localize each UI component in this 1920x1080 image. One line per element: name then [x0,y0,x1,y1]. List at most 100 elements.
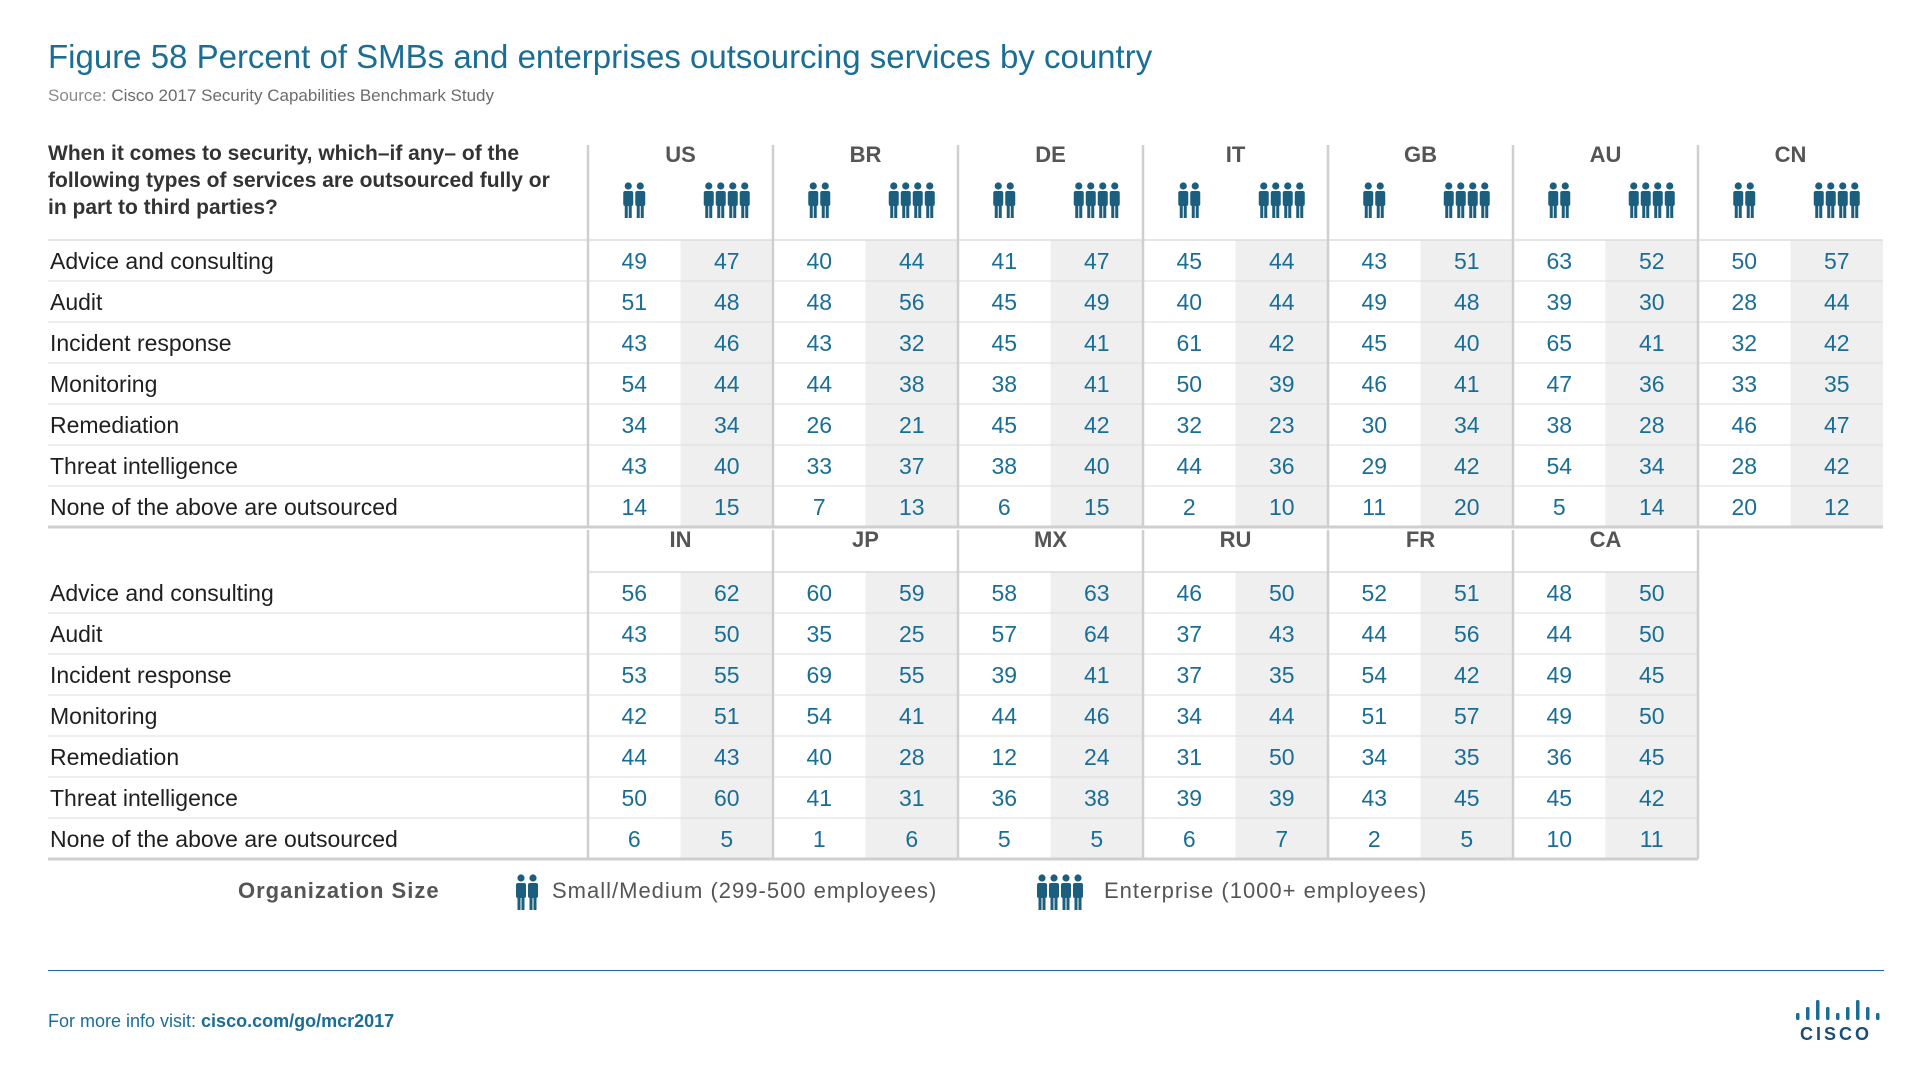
smb-value: 2 [1368,826,1381,852]
smb-value: 38 [991,453,1017,479]
smb-value: 41 [806,785,832,811]
enterprise-value: 34 [714,412,740,438]
enterprise-value: 57 [1824,248,1850,274]
enterprise-value: 15 [714,494,740,520]
smb-value: 60 [806,580,832,606]
smb-value: 39 [1546,289,1572,315]
smb-value: 6 [628,826,641,852]
smb-value: 36 [991,785,1017,811]
enterprise-value: 35 [1269,662,1295,688]
enterprise-value: 38 [1084,785,1110,811]
legend-small-medium: Small/Medium (299-500 employees) [552,878,938,903]
smb-value: 6 [998,494,1011,520]
row-label: Threat intelligence [50,785,238,811]
smb-value: 12 [991,744,1017,770]
enterprise-column-shade [1420,572,1513,859]
enterprise-value: 28 [1639,412,1665,438]
enterprise-value: 42 [1824,453,1850,479]
enterprise-value: 14 [1639,494,1665,520]
smb-value: 44 [806,371,832,397]
country-code: GB [1404,142,1437,167]
enterprise-value: 38 [899,371,925,397]
enterprise-value: 23 [1269,412,1295,438]
smb-value: 1 [813,826,826,852]
row-label: Audit [50,621,103,647]
smb-value: 53 [621,662,647,688]
enterprise-value: 41 [899,703,925,729]
enterprise-value: 42 [1269,330,1295,356]
enterprise-column-shade [1790,240,1883,527]
enterprise-value: 48 [1454,289,1480,315]
enterprise-value: 40 [714,453,740,479]
smb-value: 43 [806,330,832,356]
smb-value: 34 [1361,744,1387,770]
smb-value: 34 [1176,703,1202,729]
small-medium-people-icon [1178,182,1201,218]
enterprise-value: 39 [1269,785,1295,811]
small-medium-people-icon [1548,182,1571,218]
cisco-bars-icon [1796,1000,1880,1020]
smb-value: 50 [1731,248,1757,274]
enterprise-column-shade [865,572,958,859]
smb-value: 36 [1546,744,1572,770]
enterprise-value: 46 [1084,703,1110,729]
enterprise-value: 50 [1639,621,1665,647]
enterprise-value: 12 [1824,494,1850,520]
smb-value: 41 [991,248,1017,274]
smb-value: 56 [621,580,647,606]
enterprise-value: 42 [1639,785,1665,811]
smb-value: 43 [621,621,647,647]
enterprise-value: 41 [1084,330,1110,356]
enterprise-value: 32 [899,330,925,356]
enterprise-people-icon [703,182,750,218]
enterprise-value: 39 [1269,371,1295,397]
enterprise-value: 40 [1084,453,1110,479]
smb-value: 6 [1183,826,1196,852]
enterprise-value: 5 [720,826,733,852]
enterprise-value: 44 [714,371,740,397]
smb-value: 31 [1176,744,1202,770]
enterprise-value: 47 [714,248,740,274]
footer-prefix: For more info visit: [48,1011,202,1031]
smb-value: 45 [1361,330,1387,356]
country-code: MX [1034,527,1067,552]
enterprise-value: 40 [1454,330,1480,356]
smb-value: 51 [1361,703,1387,729]
country-code: BR [850,142,882,167]
smb-value: 54 [621,371,647,397]
country-code: AU [1590,142,1622,167]
enterprise-value: 11 [1640,826,1664,852]
source-text: Cisco 2017 Security Capabilities Benchma… [111,86,495,105]
enterprise-value: 50 [714,621,740,647]
country-code: CN [1775,142,1807,167]
enterprise-value: 35 [1454,744,1480,770]
smb-value: 49 [1546,703,1572,729]
enterprise-value: 44 [1824,289,1850,315]
smb-value: 51 [621,289,647,315]
enterprise-people-icon [1813,182,1860,218]
row-label: Advice and consulting [50,580,274,606]
enterprise-value: 46 [714,330,740,356]
enterprise-value: 20 [1454,494,1480,520]
enterprise-value: 25 [899,621,925,647]
smb-value: 7 [813,494,826,520]
row-label: Audit [50,289,103,315]
smb-value: 43 [621,453,647,479]
country-code: FR [1406,527,1435,552]
smb-value: 63 [1546,248,1572,274]
country-code: JP [852,527,879,552]
smb-value: 38 [1546,412,1572,438]
enterprise-value: 55 [714,662,740,688]
row-label: None of the above are outsourced [50,494,398,520]
country-code: CA [1590,527,1622,552]
smb-value: 44 [621,744,647,770]
smb-value: 33 [1731,371,1757,397]
smb-value: 43 [1361,785,1387,811]
enterprise-value: 51 [714,703,740,729]
footer-link[interactable]: cisco.com/go/mcr2017 [201,1011,395,1031]
enterprise-value: 60 [714,785,740,811]
smb-value: 11 [1362,494,1386,520]
smb-value: 40 [1176,289,1202,315]
source-line: Source: Cisco 2017 Security Capabilities… [48,86,494,106]
smb-value: 50 [621,785,647,811]
